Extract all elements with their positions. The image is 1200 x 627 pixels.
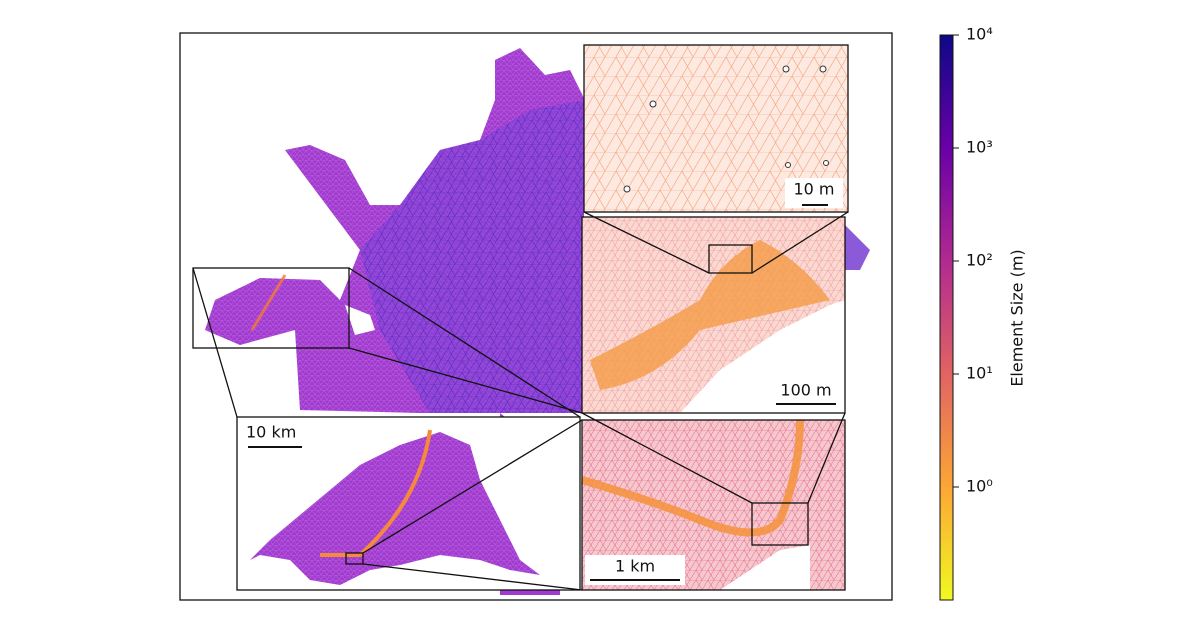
scale-label: 10 m (793, 180, 834, 199)
colorbar-tick-label: 10⁴ (966, 25, 993, 44)
colorbar-tick-label: 10⁰ (966, 477, 993, 496)
inset-locator (192, 267, 350, 349)
colorbar (939, 34, 954, 601)
axes-frame (179, 32, 893, 601)
connector-lines (192, 267, 583, 418)
mesh-domain (205, 48, 870, 595)
scale-label: 100 m (780, 381, 831, 400)
scale-label: 10 km (246, 423, 296, 442)
inset-1km: 1 km (580, 412, 846, 591)
colorbar-tick-label: 10² (966, 251, 993, 270)
inset-10km: 10 km (236, 416, 583, 591)
inset-100m: 100 m (581, 211, 849, 414)
colorbar-tick-label: 10¹ (966, 364, 993, 383)
scale-label: 1 km (615, 557, 655, 576)
colorbar-label: Element Size (m) (1008, 249, 1027, 386)
inset-10m: 10 m (583, 44, 849, 213)
colorbar-tick-label: 10³ (966, 138, 993, 157)
